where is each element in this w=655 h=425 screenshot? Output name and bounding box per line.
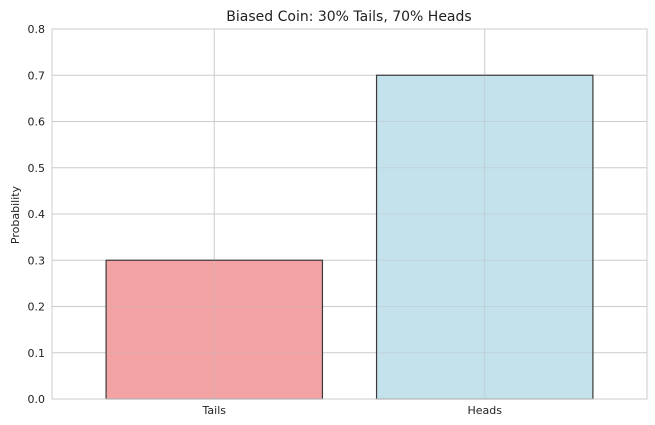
- plot-frame: [51, 28, 648, 400]
- y-tick-label: 0.4: [28, 208, 46, 221]
- bar-tails: [105, 259, 324, 400]
- y-tick-label: 0.3: [28, 254, 46, 267]
- y-tick-label: 0.1: [28, 347, 46, 360]
- y-tick-label: 0.2: [28, 301, 46, 314]
- y-tick-label: 0.7: [28, 69, 46, 82]
- x-tick-label: Heads: [467, 404, 502, 417]
- bar-heads: [375, 74, 594, 400]
- bars: [105, 74, 594, 400]
- y-axis-label: Probability: [9, 185, 22, 244]
- y-axis-ticks: 0.0 0.1 0.2 0.3 0.4 0.5 0.6 0.7 0.8: [28, 23, 46, 406]
- y-tick-label: 0.0: [28, 393, 46, 406]
- y-tick-label: 0.6: [28, 116, 46, 129]
- y-tick-label: 0.5: [28, 162, 46, 175]
- y-tick-label: 0.8: [28, 23, 46, 36]
- chart-title: Biased Coin: 30% Tails, 70% Heads: [226, 9, 471, 25]
- x-axis-ticks: Tails Heads: [202, 404, 503, 417]
- x-tick-label: Tails: [202, 404, 227, 417]
